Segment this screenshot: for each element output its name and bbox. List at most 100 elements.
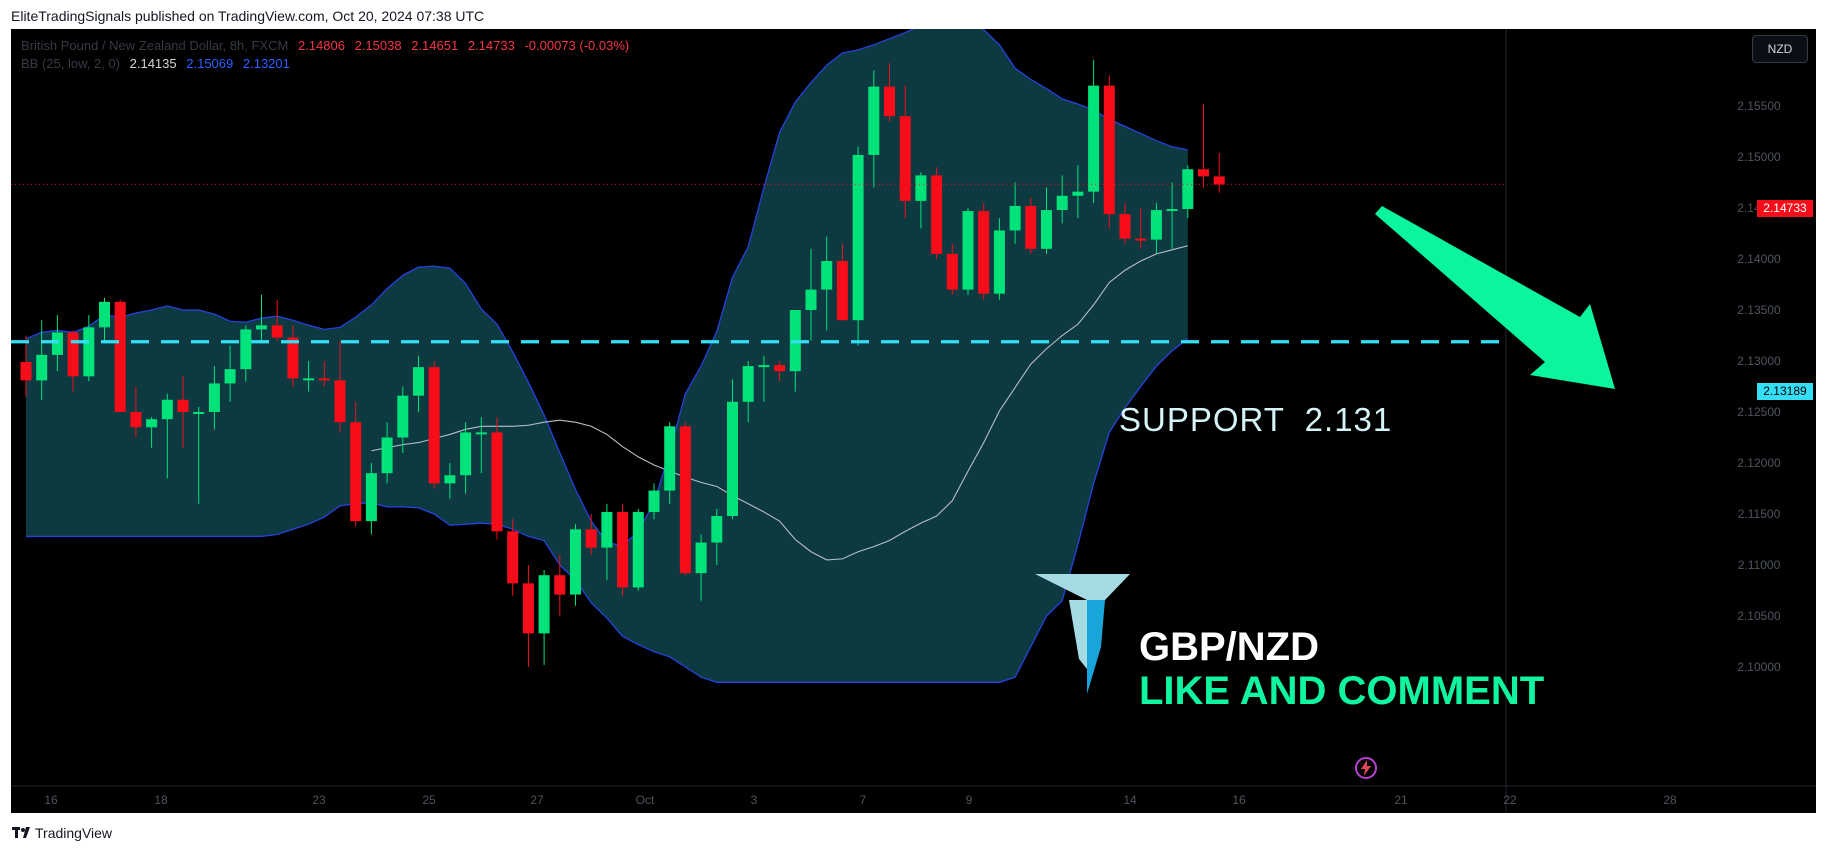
candle-body xyxy=(742,366,754,402)
x-tick-label: Oct xyxy=(636,793,655,807)
x-tick-label: 3 xyxy=(751,793,758,807)
x-tick-label: 22 xyxy=(1503,793,1517,807)
candle xyxy=(397,386,409,453)
candle-body xyxy=(1088,85,1100,192)
candle xyxy=(1135,208,1147,249)
candle xyxy=(208,366,220,430)
legend-change: -0.00073 (-0.03%) xyxy=(524,38,630,53)
candle xyxy=(836,243,848,321)
legend-indicator[interactable]: BB (25, low, 2, 0) xyxy=(21,56,120,71)
candle xyxy=(334,340,346,433)
candle xyxy=(727,379,738,520)
candle-body xyxy=(20,362,32,381)
candle xyxy=(632,508,644,591)
candle-body xyxy=(413,367,424,396)
support-annotation: SUPPORT 2.131 xyxy=(1119,401,1393,438)
chart-area[interactable]: 2.10000 2.10500 2.11000 2.11500 2.12000 2.125… xyxy=(11,29,1816,813)
candle-body xyxy=(962,211,974,290)
candle-body xyxy=(978,211,990,294)
last-price-label: 2.14733 xyxy=(1757,200,1813,217)
candle xyxy=(962,208,974,295)
candle xyxy=(271,299,283,341)
candle xyxy=(931,167,943,259)
candle-body xyxy=(428,367,440,484)
candle-body xyxy=(36,354,48,381)
x-tick-label: 21 xyxy=(1394,793,1408,807)
y-tick-label: 2.12000 xyxy=(1737,456,1781,470)
candle-body xyxy=(915,175,927,201)
candle-body xyxy=(271,325,283,338)
candle xyxy=(742,361,754,423)
candle xyxy=(664,422,676,504)
candle-body xyxy=(208,383,220,412)
candle xyxy=(538,570,550,665)
currency-tag[interactable]: NZD xyxy=(1752,35,1808,63)
candles-layer xyxy=(20,60,1225,667)
candle xyxy=(83,315,95,382)
price-chart[interactable]: 2.10000 2.10500 2.11000 2.11500 2.12000 2.125… xyxy=(11,29,1816,813)
candle xyxy=(428,361,440,489)
candle-body xyxy=(664,426,676,491)
candle-body xyxy=(1119,214,1131,239)
x-tick-label: 23 xyxy=(312,793,326,807)
candle xyxy=(177,376,189,448)
x-tick-label: 7 xyxy=(860,793,867,807)
candle xyxy=(852,146,864,346)
candle xyxy=(146,417,158,448)
y-tick-label: 2.10000 xyxy=(1737,660,1781,674)
candle-body xyxy=(1009,205,1021,231)
legend-symbol: British Pound / New Zealand Dollar, 8h, … xyxy=(21,38,289,53)
pair-title: GBP/NZD xyxy=(1139,625,1319,669)
candle xyxy=(475,417,487,474)
candle-body xyxy=(617,511,629,588)
candle-body xyxy=(444,475,456,484)
lightning-bolt-icon[interactable] xyxy=(1354,756,1378,780)
candle-body xyxy=(460,432,472,476)
candle-body xyxy=(1166,209,1178,212)
candle xyxy=(1041,187,1052,254)
y-tick-label: 2.10500 xyxy=(1737,609,1781,623)
x-tick-label: 16 xyxy=(44,793,58,807)
candle-body xyxy=(114,301,126,412)
candle xyxy=(554,554,566,616)
candle-body xyxy=(836,261,848,321)
candle-body xyxy=(868,86,880,155)
legend-high: 2.15038 xyxy=(354,38,402,53)
down-arrow xyxy=(1375,206,1615,389)
x-tick-label: 28 xyxy=(1663,793,1677,807)
candle xyxy=(460,422,472,494)
candle-body xyxy=(491,432,503,532)
candle-body xyxy=(240,329,252,370)
candle-body xyxy=(632,511,644,588)
call-to-action: LIKE AND COMMENT xyxy=(1139,669,1545,713)
price-axis xyxy=(1506,29,1816,813)
candle-body xyxy=(193,412,205,414)
candle xyxy=(617,503,629,596)
candle-body xyxy=(538,575,550,634)
candle xyxy=(413,355,424,412)
legend-low: 2.14651 xyxy=(411,38,459,53)
y-tick-label: 2.13000 xyxy=(1737,354,1781,368)
candle xyxy=(915,172,927,229)
candle xyxy=(1025,197,1037,254)
candle xyxy=(381,422,393,484)
candle xyxy=(240,325,252,382)
candle-body xyxy=(899,116,911,201)
candle-body xyxy=(1182,169,1194,210)
bb-lower-line xyxy=(26,338,1189,683)
y-tick-label: 2.15500 xyxy=(1737,99,1781,113)
candle-body xyxy=(1072,191,1084,196)
chart-legend: British Pound / New Zealand Dollar, 8h, … xyxy=(21,37,635,73)
candle xyxy=(491,417,503,540)
brand-logo-icon xyxy=(1035,574,1130,694)
candle xyxy=(1072,165,1084,219)
candle-body xyxy=(507,531,519,584)
candle xyxy=(114,299,126,412)
candle xyxy=(161,393,173,479)
candle-body xyxy=(287,337,299,379)
candle-body xyxy=(805,289,817,310)
candle-body xyxy=(130,412,142,428)
candle xyxy=(774,361,786,382)
candle-body xyxy=(852,154,864,321)
candle-body xyxy=(224,369,236,384)
